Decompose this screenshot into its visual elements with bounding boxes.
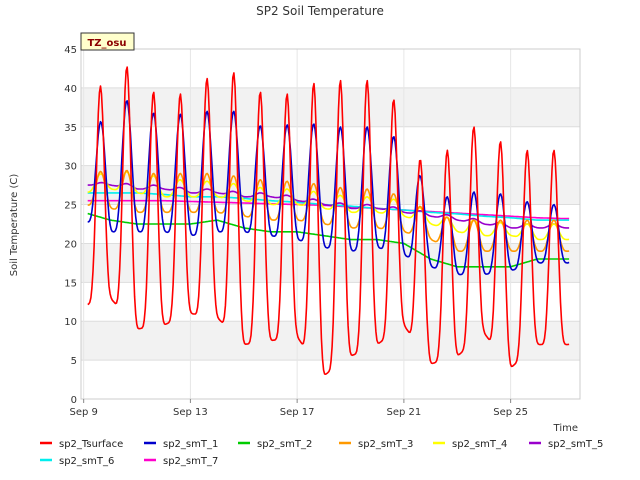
legend-label-sp2_smT_6: sp2_smT_6 — [59, 456, 114, 467]
x-axis-ticks: Sep 9 Sep 13 Sep 17 Sep 21 Sep 25 — [69, 399, 528, 418]
background-band — [81, 243, 580, 283]
x-tick-label: Sep 21 — [386, 407, 421, 418]
background-band — [81, 87, 580, 127]
chart-title: SP2 Soil Temperature — [256, 4, 384, 18]
series-line-sp2_smT_4 — [87, 171, 570, 241]
series-line-sp2_smT_3 — [87, 169, 570, 252]
series-line-sp2_Tsurface — [87, 66, 570, 375]
site-badge-label: TZ_osu — [87, 38, 126, 49]
x-tick-label: Sep 13 — [173, 407, 208, 418]
y-axis-title: Soil Temperature (C) — [9, 174, 20, 277]
y-tick-label: 10 — [64, 317, 77, 328]
y-tick-label: 30 — [64, 162, 77, 173]
plot-frame — [80, 48, 581, 400]
plot-background-bands — [81, 87, 580, 361]
y-tick-label: 15 — [64, 278, 77, 289]
series-line-sp2_smT_5 — [87, 181, 570, 229]
y-tick-label: 40 — [64, 84, 77, 95]
legend-label-sp2_smT_5: sp2_smT_5 — [548, 439, 603, 450]
site-badge-box — [80, 32, 135, 51]
series-layer — [87, 66, 570, 375]
x-tick-label: Sep 9 — [69, 407, 97, 418]
x-tick-label: Sep 25 — [493, 407, 528, 418]
x-axis-title: Time — [553, 423, 578, 434]
y-tick-label: 35 — [64, 123, 77, 134]
y-tick-label: 0 — [71, 395, 77, 406]
y-tick-label: 45 — [64, 45, 77, 56]
x-tick-label: Sep 17 — [280, 407, 315, 418]
y-axis-ticks: 0 5 10 15 20 25 30 35 40 45 — [64, 45, 77, 406]
background-band — [81, 321, 580, 361]
y-tick-label: 5 — [71, 356, 77, 367]
legend: sp2_Tsurface sp2_smT_1 sp2_smT_2 sp2_smT_3 s… — [40, 439, 603, 467]
site-badge: TZ_osu — [80, 32, 135, 51]
legend-label-sp2_smT_2: sp2_smT_2 — [257, 439, 312, 450]
legend-label-sp2_smT_4: sp2_smT_4 — [452, 439, 507, 450]
y-tick-label: 25 — [64, 201, 77, 212]
series-line-sp2_smT_2 — [87, 212, 570, 268]
legend-label-sp2_Tsurface: sp2_Tsurface — [59, 439, 123, 450]
y-tick-label: 20 — [64, 239, 77, 250]
legend-label-sp2_smT_7: sp2_smT_7 — [163, 456, 218, 467]
legend-label-sp2_smT_1: sp2_smT_1 — [163, 439, 218, 450]
series-line-sp2_smT_1 — [87, 100, 570, 276]
legend-label-sp2_smT_3: sp2_smT_3 — [358, 439, 413, 450]
